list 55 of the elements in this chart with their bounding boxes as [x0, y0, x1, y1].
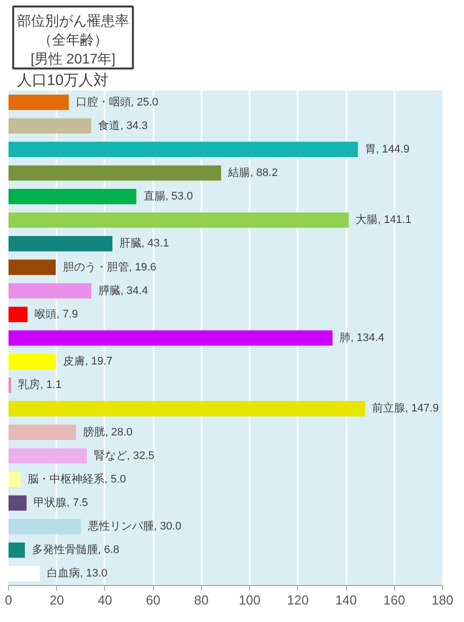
text: 人口10万人対: [16, 72, 109, 89]
bar: [8, 94, 69, 110]
bar: [8, 542, 25, 558]
bar: [8, 495, 27, 511]
bar: [8, 118, 92, 134]
bar: [8, 283, 92, 299]
category-label: 悪性リンパ腫, 30.0: [88, 520, 182, 533]
category-label: 膀胱, 28.0: [83, 426, 133, 438]
category-label: 膵臓, 34.4: [98, 284, 148, 297]
category-label: 喉頭, 7.9: [34, 308, 78, 320]
category-label: 直腸, 53.0: [143, 190, 193, 203]
bar: [8, 330, 333, 346]
category-label: 食道, 34.3: [98, 120, 148, 132]
chart-subtitle: [男性 2017年]: [30, 50, 116, 66]
bar: [8, 236, 112, 252]
x-tick-label: 40: [98, 592, 112, 608]
bar: [8, 377, 12, 393]
bar: [8, 260, 56, 275]
x-tick-label: 140: [335, 592, 357, 608]
category-label: 腎など, 32.5: [94, 450, 154, 462]
x-tick-label: 120: [286, 592, 309, 608]
x-tick-label: 0: [4, 592, 12, 608]
category-label: 前立腺, 147.9: [372, 402, 439, 415]
category-label: 大腸, 141.1: [356, 214, 412, 226]
category-label: 乳房, 1.1: [18, 379, 62, 392]
category-label: 胃, 144.9: [364, 143, 410, 156]
category-label: 脳・中枢神経系, 5.0: [28, 473, 126, 486]
bar: [8, 424, 76, 440]
x-tick-label: 160: [383, 592, 406, 608]
bar: [8, 165, 222, 181]
bar: [8, 518, 81, 534]
x-tick-label: 60: [146, 592, 160, 608]
bar: [8, 306, 28, 322]
x-tick-label: 80: [194, 592, 209, 608]
chart-title: 部位別がん罹患率（全年齢）: [17, 12, 130, 48]
category-label: 口腔・咽頭, 25.0: [76, 96, 158, 108]
category-label: 多発性骨髄腫, 6.8: [32, 544, 120, 556]
bar: [8, 188, 136, 204]
x-tick-label: 180: [432, 592, 454, 608]
category-label: 白血病, 13.0: [46, 568, 108, 580]
category-label: 皮膚, 19.7: [63, 356, 113, 368]
x-tick-label: 20: [49, 592, 64, 608]
category-label: 肺, 134.4: [340, 332, 384, 344]
category-label: 胆のう・胆管, 19.6: [62, 261, 156, 274]
bar: [8, 142, 358, 158]
category-label: 肝臓, 43.1: [119, 238, 169, 250]
bar: [8, 566, 40, 582]
category-label: 甲状腺, 7.5: [34, 497, 88, 509]
category-label: 結腸, 88.2: [228, 167, 278, 179]
bar: [8, 212, 349, 228]
x-tick-label: 100: [238, 592, 260, 608]
bar: [8, 448, 87, 464]
bar: [8, 354, 56, 370]
bar: [8, 472, 21, 488]
bar: [8, 401, 366, 416]
